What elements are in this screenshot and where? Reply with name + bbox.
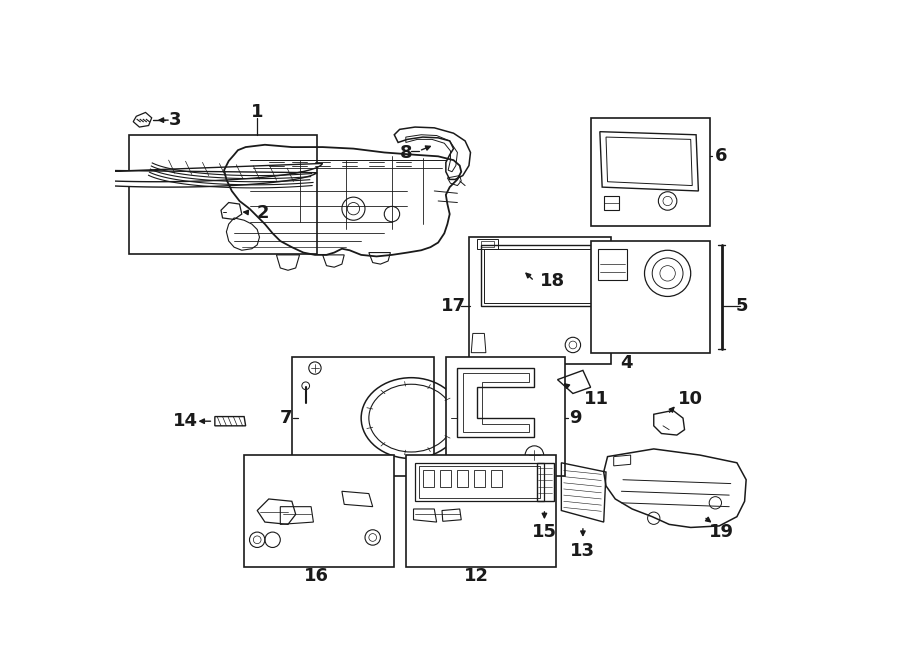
Text: 9: 9: [569, 409, 581, 427]
Text: 12: 12: [464, 567, 490, 585]
Bar: [129, 135, 318, 254]
Bar: [292, 356, 435, 476]
Text: 10: 10: [679, 390, 703, 408]
Text: 4: 4: [621, 354, 633, 371]
Bar: [446, 356, 565, 476]
Text: 17: 17: [441, 297, 466, 315]
Text: 11: 11: [583, 390, 608, 408]
Bar: [469, 237, 611, 364]
Text: 18: 18: [539, 272, 564, 290]
Bar: [406, 455, 556, 566]
Bar: [244, 455, 394, 566]
Text: 1: 1: [251, 102, 264, 121]
Text: 13: 13: [571, 541, 596, 560]
Polygon shape: [3, 163, 322, 187]
Bar: [590, 241, 710, 353]
Text: 2: 2: [256, 204, 269, 221]
Text: 6: 6: [715, 147, 727, 165]
Text: 16: 16: [304, 567, 329, 585]
Text: 7: 7: [279, 409, 292, 427]
Text: 14: 14: [173, 412, 198, 430]
Bar: [590, 118, 710, 225]
Text: 19: 19: [709, 523, 734, 541]
Text: 8: 8: [400, 144, 412, 162]
Text: 3: 3: [168, 111, 181, 129]
Text: 5: 5: [736, 297, 749, 315]
Text: 15: 15: [532, 523, 557, 541]
